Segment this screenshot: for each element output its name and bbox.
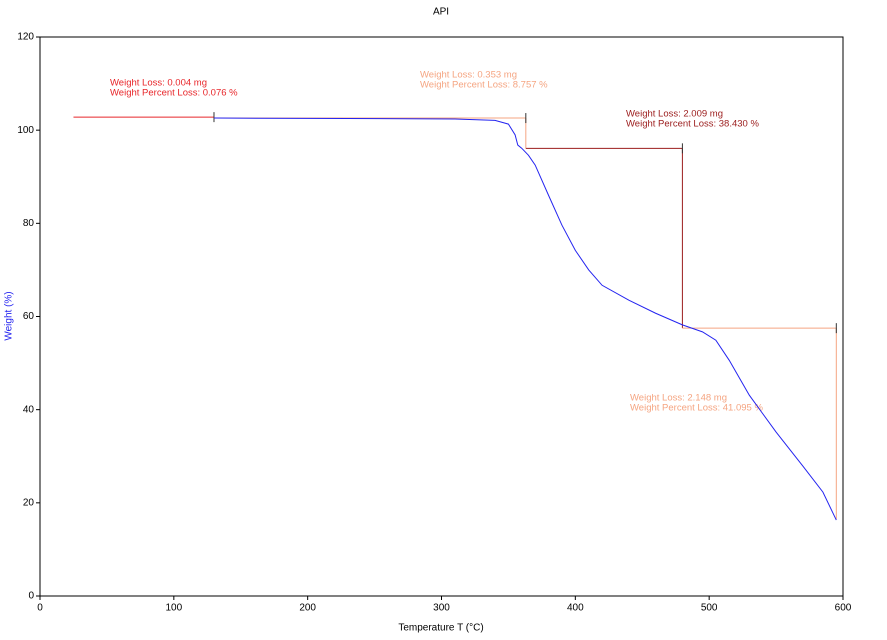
x-tick-label: 400 [567, 603, 584, 614]
annotation-text: Weight Percent Loss: 41.095 % [630, 403, 763, 414]
x-tick-label: 600 [835, 603, 852, 614]
y-tick-label: 20 [23, 497, 35, 508]
y-tick-label: 80 [23, 218, 35, 229]
y-tick-label: 60 [23, 311, 35, 322]
y-tick-label: 120 [17, 32, 34, 43]
x-tick-label: 300 [433, 603, 450, 614]
chart-title: API [433, 7, 449, 18]
x-axis-label: Temperature T (°C) [398, 623, 483, 634]
annotation-text: Weight Loss: 0.004 mg [110, 78, 207, 89]
line-series [213, 117, 837, 521]
x-tick-label: 500 [701, 603, 718, 614]
y-tick-label: 100 [17, 125, 34, 136]
x-tick-label: 0 [37, 603, 43, 614]
y-tick-label: 40 [23, 404, 35, 415]
annotation-text: Weight Percent Loss: 8.757 % [420, 80, 548, 91]
annotation-text: Weight Loss: 2.009 mg [626, 109, 723, 120]
annotation-text: Weight Loss: 2.148 mg [630, 393, 727, 404]
annotation-text: Weight Loss: 0.353 mg [420, 70, 517, 81]
annotation-text: Weight Percent Loss: 0.076 % [110, 88, 238, 99]
x-tick-label: 100 [165, 603, 182, 614]
annotation-text: Weight Percent Loss: 38.430 % [626, 119, 759, 130]
y-axis-label: Weight (%) [4, 291, 15, 340]
x-tick-label: 200 [299, 603, 316, 614]
y-tick-label: 0 [28, 591, 34, 602]
